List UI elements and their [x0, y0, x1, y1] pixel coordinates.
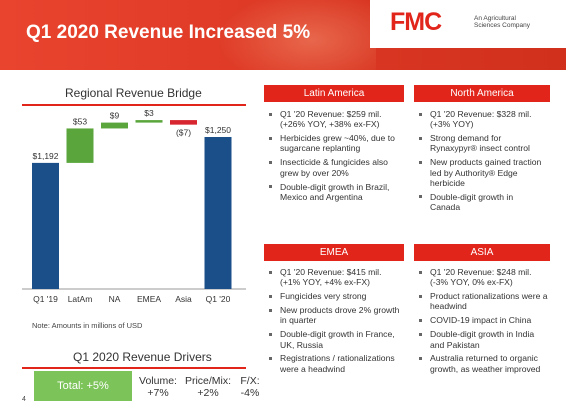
logo-panel: FMC An Agricultural Sciences Company [370, 0, 566, 48]
list-item: Product rationalizations were a headwind [418, 291, 550, 312]
logo-tagline-line1: An Agricultural [474, 15, 516, 22]
category-label: Q1 '20 [206, 294, 231, 304]
asia-bullets: Q1 '20 Revenue: $248 mil. (-3% YOY, 0% e… [418, 267, 550, 378]
category-label: Q1 '19 [33, 294, 58, 304]
bar-q119 [32, 162, 59, 289]
page-number: 4 [22, 396, 26, 403]
chart-title: Regional Revenue Bridge [65, 86, 202, 100]
amounts-note: Note: Amounts in millions of USD [32, 321, 143, 330]
list-item: New products drove 2% growth in quarter [268, 305, 404, 326]
list-item: Herbicides grew ~40%, due to sugarcane r… [268, 133, 404, 154]
list-item: Fungicides very strong [268, 291, 404, 301]
value-label: $1,192 [33, 151, 59, 161]
list-item: Double-digit growth in India and Pakista… [418, 329, 550, 350]
category-label: NA [109, 294, 121, 304]
category-label: EMEA [137, 294, 161, 304]
bar-na [101, 122, 128, 129]
bar-asia [170, 120, 197, 125]
list-item: Strong demand for Rynaxypyr® insect cont… [418, 133, 544, 154]
list-item: Q1 '20 Revenue: $415 mil. (+1% YOY, +4% … [268, 267, 404, 288]
north-america-bullets: Q1 '20 Revenue: $328 mil. (+3% YOY) Stro… [418, 109, 544, 216]
value-label: $53 [73, 116, 87, 126]
logo-tagline: An Agricultural Sciences Company [474, 15, 530, 29]
list-item: COVID-19 impact in China [418, 315, 550, 325]
driver-price-mix: Price/Mix: +2% [180, 375, 236, 399]
category-label: Asia [175, 294, 192, 304]
driver-fx-label: F/X: [240, 375, 260, 387]
list-item: Australia returned to organic growth, as… [418, 353, 550, 374]
emea-bullets: Q1 '20 Revenue: $415 mil. (+1% YOY, +4% … [268, 267, 404, 378]
north-america-header: North America [414, 85, 550, 102]
value-label: $3 [144, 108, 154, 118]
value-label: ($7) [176, 128, 191, 138]
driver-fx: F/X: -4% [236, 375, 264, 399]
bar-q120 [204, 137, 232, 289]
list-item: Registrations / rationalizations were a … [268, 353, 404, 374]
emea-header: EMEA [264, 244, 404, 261]
value-labels-group: $1,192 $53 $9 $3 ($7) $1,250 [33, 108, 232, 161]
slide-title: Q1 2020 Revenue Increased 5% [26, 22, 311, 43]
list-item: Q1 '20 Revenue: $328 mil. (+3% YOY) [418, 109, 544, 130]
list-item: Q1 '20 Revenue: $259 mil. (+26% YOY, +38… [268, 109, 404, 130]
wheat-background [216, 0, 376, 70]
category-labels-group: Q1 '19 LatAm NA EMEA Asia Q1 '20 [33, 294, 231, 304]
driver-fx-value: -4% [240, 387, 260, 399]
driver-volume-label: Volume: [139, 375, 177, 387]
list-item: Q1 '20 Revenue: $248 mil. (-3% YOY, 0% e… [418, 267, 550, 288]
bar-emea [135, 120, 163, 123]
logo-tagline-line2: Sciences Company [474, 22, 530, 29]
category-label: LatAm [68, 294, 93, 304]
driver-price-mix-value: +2% [197, 387, 219, 399]
chart-title-rule [22, 104, 246, 106]
drivers-total-badge: Total: +5% [34, 371, 132, 401]
bars-group [32, 120, 232, 289]
list-item: New products gained traction led by Auth… [418, 157, 544, 188]
driver-volume-value: +7% [147, 387, 169, 399]
list-item: Double-digit growth in France, UK, Russi… [268, 329, 404, 350]
asia-header: ASIA [414, 244, 550, 261]
driver-price-mix-label: Price/Mix: [184, 375, 232, 387]
value-label: $1,250 [205, 125, 231, 135]
latin-america-header: Latin America [264, 85, 404, 102]
list-item: Insecticide & fungicides also grew by ov… [268, 157, 404, 178]
list-item: Double-digit growth in Canada [418, 192, 544, 213]
drivers-rule [22, 367, 246, 369]
drivers-title: Q1 2020 Revenue Drivers [73, 350, 212, 364]
fmc-logo: FMC [390, 8, 442, 36]
value-label: $9 [110, 111, 120, 121]
list-item: Double-digit growth in Brazil, Mexico an… [268, 182, 404, 203]
driver-volume: Volume: +7% [136, 375, 180, 399]
bar-latam [66, 128, 94, 163]
latin-america-bullets: Q1 '20 Revenue: $259 mil. (+26% YOY, +38… [268, 109, 404, 206]
